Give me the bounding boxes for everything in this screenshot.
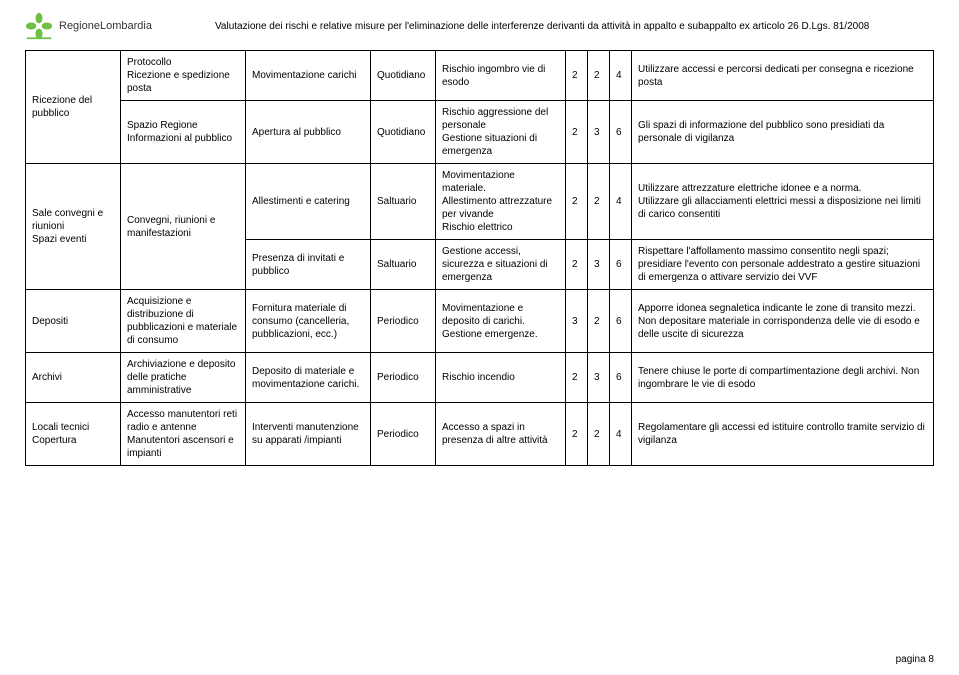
- freq-cell: Periodico: [371, 403, 436, 466]
- measure-cell: Tenere chiuse le porte di compartimentaz…: [632, 353, 934, 403]
- measure-cell: Regolamentare gli accessi ed istituire c…: [632, 403, 934, 466]
- measure-cell: Apporre idonea segnaletica indicante le …: [632, 290, 934, 353]
- org-name: RegioneLombardia: [59, 20, 152, 32]
- task-cell: Presenza di invitati e pubblico: [246, 240, 371, 290]
- task-cell: Interventi manutenzione su apparati /imp…: [246, 403, 371, 466]
- num-cell: 3: [588, 240, 610, 290]
- num-cell: 2: [566, 164, 588, 240]
- risk-cell: Rischio incendio: [436, 353, 566, 403]
- risk-cell: Gestione accessi, sicurezza e situazioni…: [436, 240, 566, 290]
- table-row: Spazio Regione Informazioni al pubblico …: [26, 101, 934, 164]
- table-row: Locali tecnici Copertura Accesso manuten…: [26, 403, 934, 466]
- num-cell: 2: [588, 164, 610, 240]
- risk-cell: Rischio aggressione del personaleGestion…: [436, 101, 566, 164]
- num-cell: 4: [610, 403, 632, 466]
- num-cell: 2: [566, 403, 588, 466]
- risk-cell: Movimentazione e deposito di carichi.Ges…: [436, 290, 566, 353]
- freq-cell: Saltuario: [371, 240, 436, 290]
- area-cell: Locali tecnici Copertura: [26, 403, 121, 466]
- risk-cell: Movimentazione materiale.Allestimento at…: [436, 164, 566, 240]
- num-cell: 6: [610, 101, 632, 164]
- risk-cell: Rischio ingombro vie di esodo: [436, 51, 566, 101]
- num-cell: 2: [566, 51, 588, 101]
- risk-cell: Accesso a spazi in presenza di altre att…: [436, 403, 566, 466]
- activity-cell: Spazio Regione Informazioni al pubblico: [121, 101, 246, 164]
- activity-cell: Archiviazione e deposito delle pratiche …: [121, 353, 246, 403]
- area-cell: Ricezione del pubblico: [26, 51, 121, 164]
- num-cell: 2: [566, 353, 588, 403]
- num-cell: 4: [610, 51, 632, 101]
- area-cell: Sale convegni e riunioniSpazi eventi: [26, 164, 121, 290]
- num-cell: 6: [610, 290, 632, 353]
- regione-lombardia-icon: [25, 12, 53, 40]
- activity-cell: ProtocolloRicezione e spedizione posta: [121, 51, 246, 101]
- risk-table: Ricezione del pubblico ProtocolloRicezio…: [25, 50, 934, 466]
- table-row: Ricezione del pubblico ProtocolloRicezio…: [26, 51, 934, 101]
- task-cell: Movimentazione carichi: [246, 51, 371, 101]
- num-cell: 2: [566, 101, 588, 164]
- num-cell: 3: [566, 290, 588, 353]
- table-row: Depositi Acquisizione e distribuzione di…: [26, 290, 934, 353]
- num-cell: 2: [588, 403, 610, 466]
- activity-cell: Convegni, riunioni e manifestazioni: [121, 164, 246, 290]
- freq-cell: Saltuario: [371, 164, 436, 240]
- num-cell: 4: [610, 164, 632, 240]
- num-cell: 2: [588, 51, 610, 101]
- table-row: Sale convegni e riunioniSpazi eventi Con…: [26, 164, 934, 240]
- freq-cell: Periodico: [371, 290, 436, 353]
- measure-cell: Gli spazi di informazione del pubblico s…: [632, 101, 934, 164]
- area-cell: Depositi: [26, 290, 121, 353]
- freq-cell: Quotidiano: [371, 51, 436, 101]
- num-cell: 6: [610, 240, 632, 290]
- num-cell: 3: [588, 101, 610, 164]
- activity-cell: Accesso manutentori reti radio e antenne…: [121, 403, 246, 466]
- logo: RegioneLombardia: [25, 12, 195, 40]
- area-cell: Archivi: [26, 353, 121, 403]
- task-cell: Apertura al pubblico: [246, 101, 371, 164]
- num-cell: 2: [566, 240, 588, 290]
- task-cell: Fornitura materiale di consumo (cancelle…: [246, 290, 371, 353]
- num-cell: 2: [588, 290, 610, 353]
- table-row: Archivi Archiviazione e deposito delle p…: [26, 353, 934, 403]
- page-number: pagina 8: [896, 654, 934, 665]
- task-cell: Deposito di materiale e movimentazione c…: [246, 353, 371, 403]
- activity-cell: Acquisizione e distribuzione di pubblica…: [121, 290, 246, 353]
- page-header: RegioneLombardia Valutazione dei rischi …: [25, 12, 934, 40]
- measure-cell: Utilizzare attrezzature elettriche idone…: [632, 164, 934, 240]
- measure-cell: Rispettare l'affollamento massimo consen…: [632, 240, 934, 290]
- measure-cell: Utilizzare accessi e percorsi dedicati p…: [632, 51, 934, 101]
- task-cell: Allestimenti e catering: [246, 164, 371, 240]
- freq-cell: Quotidiano: [371, 101, 436, 164]
- num-cell: 3: [588, 353, 610, 403]
- freq-cell: Periodico: [371, 353, 436, 403]
- page-title: Valutazione dei rischi e relative misure…: [195, 21, 934, 32]
- num-cell: 6: [610, 353, 632, 403]
